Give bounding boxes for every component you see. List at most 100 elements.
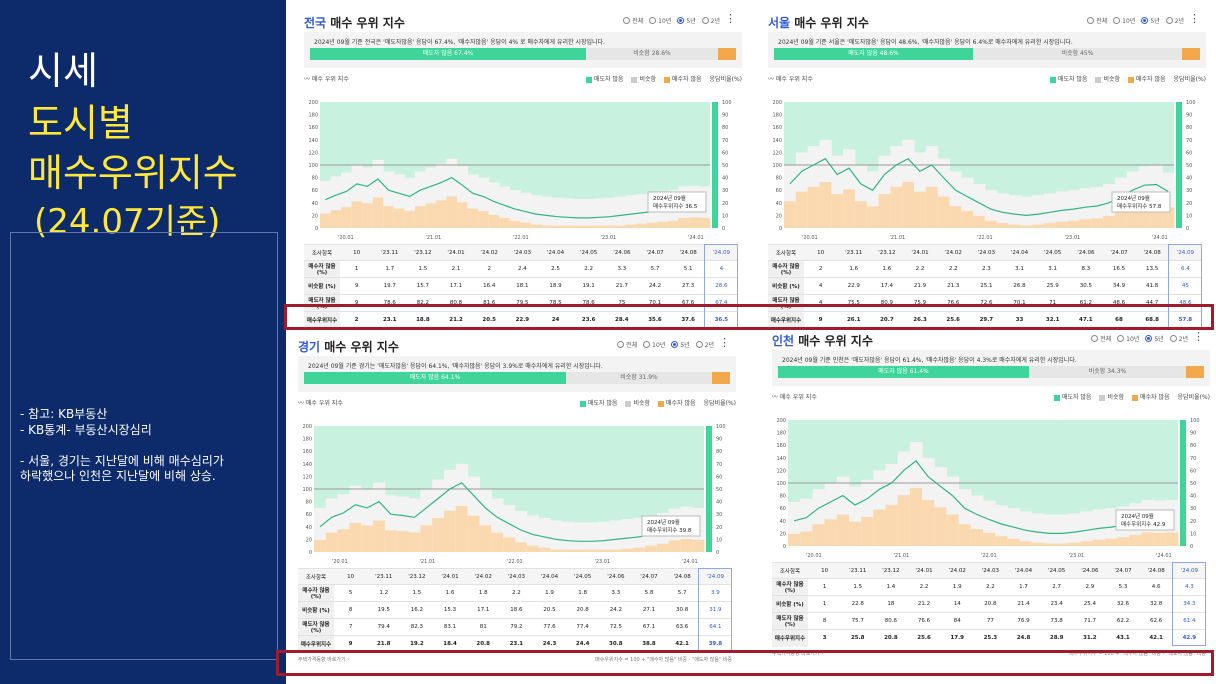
y2-tick-label: 100 [722, 100, 732, 106]
y2-tick-label: 80 [716, 449, 722, 455]
tooltip-text: 2024년 09월 [1121, 512, 1154, 520]
buyer-share-bar [514, 542, 528, 552]
similar-share-bar [1068, 513, 1081, 546]
table-row: 매수우위지수 3 25.8 20.8 25.6 17.9 25.3 24.8 28.9 31.2 4… [772, 629, 1206, 647]
period-radio[interactable]: 5년 [677, 16, 696, 25]
buy-index-line [319, 481, 699, 542]
legend-label: 매도자 많음 [587, 400, 618, 407]
period-radio[interactable]: 10년 [1117, 334, 1139, 343]
table-cell: 23.1 [373, 311, 407, 329]
radio-label: 2년 [1178, 336, 1188, 343]
buyer-share-bar [337, 529, 350, 552]
table-cell: 1.9 [532, 584, 567, 602]
period-radio[interactable]: 5년 [1141, 16, 1160, 25]
period-radio[interactable]: 전체 [617, 340, 637, 349]
period-radio[interactable]: 10년 [1113, 16, 1135, 25]
more-vertical-icon[interactable]: ⋮ [1189, 12, 1200, 25]
y-tick-label: 200 [302, 424, 312, 430]
table-header-row: 조사항목 10'23.11'23.12'24.01'24.02'24.03'24.… [768, 244, 1202, 261]
period-radio[interactable]: 10년 [649, 16, 671, 25]
y2-tick-label: 70 [722, 138, 728, 144]
period-radio[interactable]: 2년 [701, 16, 720, 25]
table-cell: 7 [334, 618, 368, 636]
panel-title: 서울 매수 우위 지수 [768, 14, 869, 31]
y-tick-label: 140 [308, 138, 318, 144]
period-radio[interactable]: 5년 [1145, 334, 1164, 343]
y-tick-label: 80 [780, 494, 786, 500]
table-header-cell: '24.07 [632, 568, 666, 585]
row-label: 매수우위지수 [298, 635, 334, 653]
table-header-cell: '23.11 [841, 562, 875, 579]
more-vertical-icon[interactable]: ⋮ [719, 336, 730, 349]
buyer-share-bar [836, 514, 850, 546]
legend-item: 매수자 많음 [1128, 74, 1166, 83]
period-radio[interactable]: 2년 [1165, 16, 1184, 25]
table-header-cell: '24.02 [466, 568, 500, 585]
table-header-cell: '24.06 [605, 244, 639, 261]
survey-table: 조사항목 10'23.11'23.12'24.01'24.02'24.03'24.… [768, 244, 1202, 329]
buyer-share-bar [1103, 215, 1116, 228]
table-cell: 1.5 [406, 260, 440, 278]
footer-link[interactable]: 주택가격동향 바로가기 › [298, 657, 350, 663]
table-cell: 81.6 [472, 294, 506, 312]
period-radio[interactable]: 2년 [1169, 334, 1188, 343]
buyer-share-bar [562, 225, 574, 228]
table-header-cell: '23.12 [874, 562, 908, 579]
ratio-bar-similar: 비슷함 28.6% [633, 50, 671, 57]
y-tick-label: 140 [772, 138, 782, 144]
more-vertical-icon[interactable]: ⋮ [1193, 330, 1204, 343]
buyer-share-bar [848, 521, 862, 546]
period-radio[interactable]: 10년 [643, 340, 665, 349]
table-header-cell: '24.03 [505, 244, 539, 261]
buyer-share-bar [984, 220, 998, 228]
table-cell: 14 [940, 595, 974, 613]
legend-item: 응답비율(%) [1174, 74, 1206, 83]
more-vertical-icon[interactable]: ⋮ [725, 12, 736, 25]
table-cell: 27.3 [671, 277, 705, 295]
tooltip-box [641, 515, 701, 537]
table-cell: 4 [704, 260, 738, 278]
table-header-cell: '24.03 [499, 568, 533, 585]
y2-tick-label: 30 [1190, 506, 1196, 512]
y2-tick-label: 50 [1186, 163, 1192, 169]
buyer-share-bar [824, 519, 838, 546]
similar-share-bar [478, 177, 490, 228]
buyer-share-bar [807, 186, 820, 228]
y2-tick-label: 70 [1186, 138, 1192, 144]
radio-circle-icon [1113, 17, 1121, 24]
x-tick-label: '24.01 [1156, 553, 1172, 559]
ratio-bar-seller: 매도자 많음 48.6% [774, 48, 973, 60]
x-tick-label: '22.01 [981, 553, 997, 559]
buyer-share-bar [1114, 211, 1128, 228]
tooltip-text: 2024년 09월 [1117, 194, 1150, 202]
legend-swatch [664, 76, 671, 83]
x-tick-label: '20.01 [802, 235, 818, 241]
footer-formula: 매수우위지수 = 100 + "매수자 많음" 비중 - "매도자 많음" 비중 [595, 657, 732, 663]
note-line: - KB통계- 부동산시장심리 [20, 423, 152, 437]
slide-title-line2: 도시별 [28, 101, 133, 145]
table-cell: 57.8 [1168, 311, 1202, 329]
period-radio[interactable]: 전체 [1087, 16, 1107, 25]
current-month-column-highlight [698, 568, 732, 652]
period-radio[interactable]: 전체 [623, 16, 643, 25]
summary-box: 2024년 09월 기준 전국은 '매도자많음' 응답이 67.4%, '매수자… [304, 32, 742, 68]
table-header-cell: '24.04 [1006, 562, 1041, 579]
tooltip-box [647, 191, 707, 213]
period-radio[interactable]: 5년 [671, 340, 690, 349]
table-cell: 23.6 [572, 311, 606, 329]
y2-tick-label: 100 [716, 424, 726, 430]
similar-share-bar [1020, 196, 1033, 228]
period-radio[interactable]: 2년 [695, 340, 714, 349]
y2-tick-label: 20 [1190, 519, 1196, 525]
period-radio[interactable]: 전체 [1091, 334, 1111, 343]
table-cell: 1.6 [433, 584, 467, 602]
footer-link[interactable]: 주택가격동향 바로가기 › [772, 651, 824, 657]
y2-tick-label: 0 [716, 550, 719, 556]
y2-tick-label: 30 [722, 188, 728, 194]
table-row: 매수자 많음 (%) 5 1.2 1.5 1.6 1.8 2.2 1.9 1.8 3.3 5.8 5.… [298, 584, 732, 602]
buyer-share-bar [656, 543, 670, 552]
table-cell: 70.1 [638, 294, 672, 312]
table-cell: 1.7 [1006, 578, 1041, 596]
buyer-share-bar [432, 518, 445, 552]
buyer-share-bar [788, 533, 801, 546]
